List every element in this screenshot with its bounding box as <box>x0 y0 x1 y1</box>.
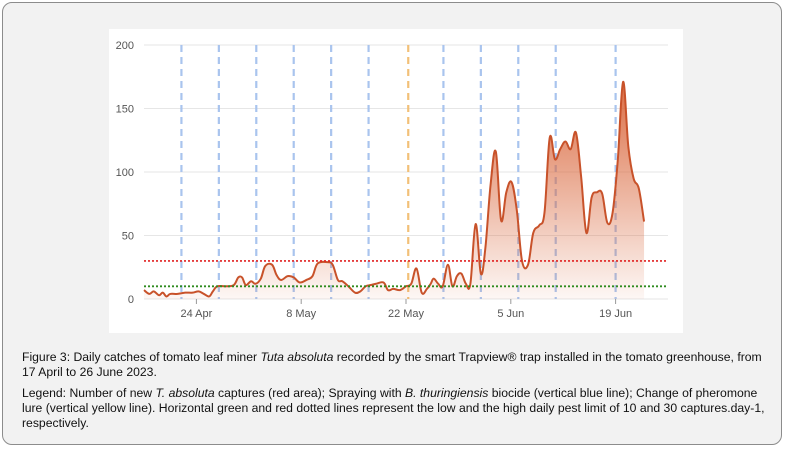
figure-frame <box>2 2 782 445</box>
legend-species: T. absoluta <box>155 386 215 400</box>
x-tick-label: 5 Jun <box>497 308 524 320</box>
caption-text-2: recorded by the smart Trapview® trap ins… <box>22 350 762 379</box>
figure-caption-legend: Legend: Number of new T. absoluta captur… <box>22 386 767 431</box>
x-tick-label: 22 May <box>388 308 425 320</box>
x-tick-label: 8 May <box>286 308 316 320</box>
legend-text-2: captures (red area); Spraying with <box>214 386 406 400</box>
y-tick-label: 50 <box>122 231 134 243</box>
legend-bt: B. thuringiensis <box>405 386 489 400</box>
figure-caption: Figure 3: Daily catches of tomato leaf m… <box>22 350 767 437</box>
caption-species: Tuta absoluta <box>260 350 334 364</box>
y-tick-label: 100 <box>116 167 134 179</box>
x-tick-label: 19 Jun <box>599 308 632 320</box>
captures-area <box>144 81 645 299</box>
figure-caption-title: Figure 3: Daily catches of tomato leaf m… <box>22 350 767 380</box>
y-tick-label: 200 <box>116 40 134 52</box>
caption-text-1: Figure 3: Daily catches of tomato leaf m… <box>22 350 261 364</box>
y-tick-label: 150 <box>116 104 134 116</box>
y-tick-label: 0 <box>128 294 134 306</box>
x-tick-label: 24 Apr <box>180 308 212 320</box>
legend-text-3: biocide (vertical blue line); Change of … <box>22 386 765 430</box>
legend-text-1: Legend: Number of new <box>22 386 156 400</box>
